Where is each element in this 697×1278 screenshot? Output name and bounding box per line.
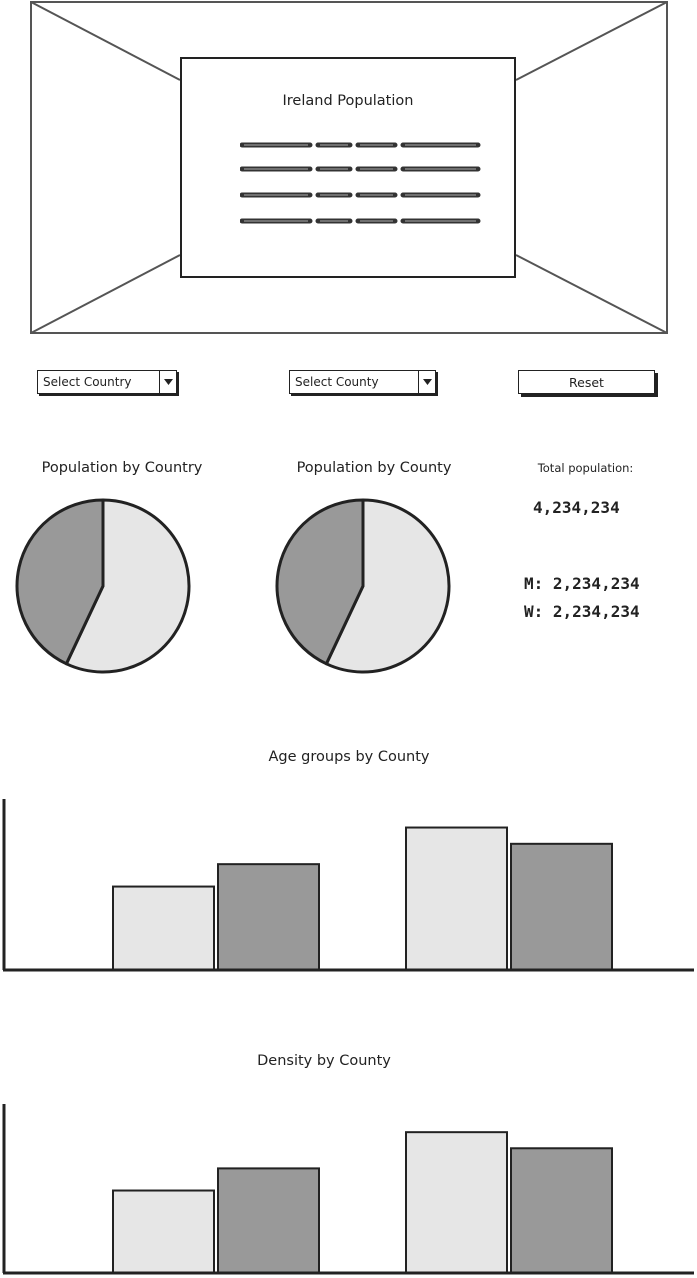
pie-chart-country: [15, 498, 191, 674]
country-select-value: Select Country: [43, 375, 132, 389]
density-chart-bar-group2-series1: [405, 1131, 508, 1275]
hero-scribble-text: [240, 142, 481, 224]
county-select[interactable]: Select County: [289, 370, 436, 394]
age-chart-bar-group1-series2: [217, 863, 320, 971]
pie-county-slice-2: [275, 498, 365, 666]
hero-title: Ireland Population: [282, 93, 414, 109]
men-population-value: M: 2,234,234: [524, 574, 640, 593]
density-chart-bar-group2-series2: [510, 1147, 613, 1274]
density-chart-title: Density by County: [257, 1053, 391, 1069]
total-population-value: 4,234,234: [533, 498, 620, 517]
age-chart-title: Age groups by County: [268, 749, 430, 765]
density-bar-chart: [2, 1104, 694, 1275]
pie-country-title: Population by Country: [41, 460, 203, 476]
pie-county-title: Population by County: [296, 460, 452, 476]
chevron-down-icon[interactable]: [159, 371, 176, 393]
density-chart-bar-group1-series1: [112, 1189, 215, 1274]
reset-button[interactable]: Reset: [518, 370, 655, 394]
age-chart-bar-group1-series1: [112, 885, 215, 971]
county-select-value: Select County: [295, 375, 379, 389]
total-population-label: Total population:: [537, 461, 634, 475]
age-chart-bar-group2-series2: [510, 842, 613, 971]
chevron-down-icon[interactable]: [418, 371, 435, 393]
age-chart-bar-group2-series1: [405, 826, 508, 971]
pie-country-slice-1: [64, 498, 191, 674]
pie-country-slice-2: [15, 498, 105, 666]
density-chart-bar-group1-series2: [217, 1167, 320, 1274]
country-select[interactable]: Select Country: [37, 370, 177, 394]
hero-card: Ireland Population: [180, 57, 516, 278]
age-groups-bar-chart: [2, 799, 694, 972]
pie-chart-county: [275, 498, 451, 674]
women-population-value: W: 2,234,234: [524, 602, 640, 621]
pie-county-slice-1: [324, 498, 451, 674]
